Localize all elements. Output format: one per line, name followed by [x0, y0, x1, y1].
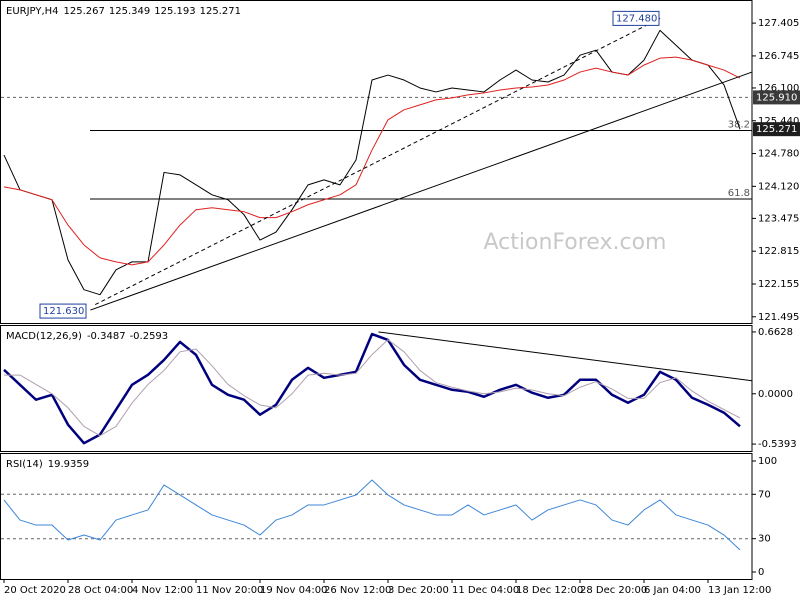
- x-tick-label: 11 Dec 04:00: [452, 585, 519, 596]
- low-label: 121.630: [43, 306, 84, 317]
- series-line: [3, 479, 741, 551]
- x-tick-label: 6 Jan 04:00: [644, 585, 701, 596]
- high-label: 127.480: [616, 13, 657, 24]
- readout-value: 125.349: [109, 6, 150, 17]
- trendline: [378, 331, 753, 382]
- x-tick-label: 13 Jan 12:00: [708, 585, 771, 596]
- readout-value: 125.271: [200, 6, 241, 17]
- readout-value: 125.193: [154, 6, 195, 17]
- y-tick-label: 122.815: [758, 246, 799, 257]
- y-tick-label: 122.155: [758, 279, 799, 290]
- last-price-label: 125.271: [756, 124, 797, 135]
- series-line: [4, 339, 741, 437]
- trendline: [94, 17, 661, 306]
- y-tick-label: 0.0000: [758, 389, 793, 400]
- panel-title: EURJPY,H4: [6, 6, 59, 17]
- high-box: [612, 10, 660, 26]
- y-tick-label: 124.780: [758, 149, 799, 160]
- y-tick-label: 30: [758, 534, 771, 545]
- x-tick-label: 11 Nov 20:00: [196, 585, 263, 596]
- panel-frame: [0, 0, 753, 324]
- y-tick-label: 100: [758, 456, 777, 467]
- y-tick-label: 126.745: [758, 51, 799, 62]
- panel-frame: [0, 453, 753, 580]
- x-tick-label: 20 Oct 2020: [4, 585, 66, 596]
- x-tick-label: 28 Dec 20:00: [580, 585, 647, 596]
- y-tick-label: 127.405: [758, 18, 799, 29]
- last-price-box: [753, 122, 800, 137]
- trendline: [90, 71, 753, 311]
- y-tick-label: 121.495: [758, 312, 799, 323]
- series-line: [3, 332, 741, 445]
- panel-frame: [0, 325, 753, 452]
- x-tick-label: 4 Nov 12:00: [132, 585, 193, 596]
- x-tick-label: 26 Nov 12:00: [324, 585, 391, 596]
- x-tick-label: 18 Dec 12:00: [516, 585, 583, 596]
- series-line: [3, 56, 741, 266]
- y-tick-label: 0: [758, 567, 764, 578]
- readout-value: 19.9359: [48, 459, 89, 470]
- panel-title: MACD(12,26,9): [6, 331, 82, 342]
- x-tick-label: 3 Dec 20:00: [388, 585, 449, 596]
- y-tick-label: 126.100: [758, 83, 799, 94]
- level-label-box: [753, 90, 800, 105]
- y-tick-label: 70: [758, 489, 771, 500]
- fib-label: 61.8: [728, 188, 750, 199]
- readout-value: 125.267: [64, 6, 105, 17]
- panel-title: RSI(14): [6, 459, 43, 470]
- low-box: [39, 303, 87, 319]
- readout-value: -0.3487: [87, 331, 126, 342]
- y-tick-label: 124.120: [758, 181, 799, 192]
- y-tick-label: 125.440: [758, 116, 799, 127]
- x-tick-label: 28 Oct 04:00: [68, 585, 133, 596]
- readout-value: -0.2593: [130, 331, 169, 342]
- y-tick-label: 0.6628: [758, 327, 793, 338]
- level-label: 125.910: [756, 92, 797, 103]
- y-tick-label: -0.5393: [758, 439, 797, 450]
- y-tick-label: 123.475: [758, 213, 799, 224]
- watermark: ActionForex.com: [484, 230, 667, 255]
- x-tick-label: 19 Nov 04:00: [260, 585, 327, 596]
